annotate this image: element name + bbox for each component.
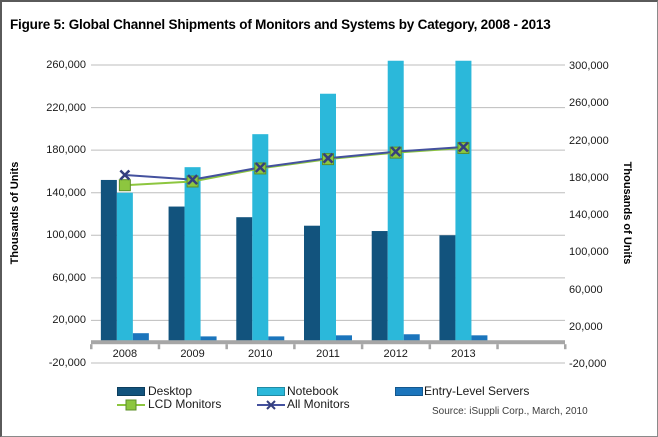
legend-label-entry-level-servers: Entry-Level Servers — [424, 384, 530, 398]
legend-label-all-monitors: All Monitors — [287, 397, 350, 411]
x-axis-tick — [293, 344, 296, 350]
category-label-2010: 2010 — [248, 348, 273, 360]
bar-notebook-2010 — [252, 134, 269, 342]
lcd-square-marker-icon — [125, 399, 137, 411]
right-axis-tick-label: 20,000 — [569, 320, 603, 333]
right-axis-tick-label: 140,000 — [569, 209, 609, 221]
x-axis-tick — [428, 344, 432, 350]
x-axis-tick — [496, 344, 499, 350]
bar-notebook-2013 — [455, 60, 472, 342]
marker-lcd-monitors-2009 — [186, 175, 199, 188]
bar-desktop-2012 — [371, 231, 388, 342]
right-axis-tick-label: 180,000 — [569, 171, 609, 184]
legend-swatch-desktop — [117, 387, 145, 396]
category-label-2011: 2011 — [316, 348, 340, 360]
legend-swatch-entry-level-servers — [395, 387, 423, 396]
line-lcd-monitors — [124, 146, 464, 187]
right-axis-tick-label: 100,000 — [569, 246, 609, 259]
left-axis-tick-label: 60,000 — [52, 271, 86, 284]
marker-all-monitors-2010 — [254, 162, 266, 173]
bar-notebook-2011 — [320, 93, 336, 342]
left-axis-tick-label: 100,000 — [46, 229, 86, 242]
x-axis-tick — [157, 344, 161, 350]
x-axis-tick — [360, 344, 364, 350]
chart-title: Figure 5: Global Channel Shipments of Mo… — [10, 17, 551, 32]
line-all-monitors — [124, 146, 464, 181]
x-axis-tick — [225, 344, 228, 350]
right-axis-title: Thousands of Units — [621, 161, 633, 265]
bar-notebook-2009 — [184, 167, 201, 342]
marker-all-monitors-2013 — [458, 141, 469, 153]
legend-label-lcd-monitors: LCD Monitors — [148, 397, 222, 411]
bar-entry-level-servers-2013 — [471, 335, 488, 342]
category-label-2008: 2008 — [112, 348, 138, 360]
category-label-2012: 2012 — [383, 348, 408, 360]
x-axis-tick — [90, 344, 93, 350]
legend-line-lcd-monitors — [117, 398, 145, 411]
category-label-2009: 2009 — [180, 348, 205, 360]
x-axis-tick — [564, 344, 567, 350]
legend-line-all-monitors — [257, 398, 285, 410]
category-label-2013: 2013 — [451, 348, 476, 360]
source-note: Source: iSuppli Corp., March, 2010 — [432, 406, 588, 417]
marker-all-monitors-2008 — [119, 169, 131, 181]
bar-entry-level-servers-2010 — [268, 336, 285, 342]
marker-all-monitors-2011 — [322, 152, 334, 164]
bar-entry-level-servers-2009 — [200, 336, 217, 342]
bar-entry-level-servers-2008 — [132, 333, 149, 342]
marker-all-monitors-2012 — [390, 146, 402, 158]
bar-desktop-2010 — [236, 217, 253, 342]
left-axis-tick-label: 140,000 — [46, 186, 86, 199]
right-axis-tick-label: 220,000 — [569, 134, 609, 147]
bar-notebook-2012 — [387, 60, 404, 342]
bar-entry-level-servers-2011 — [336, 335, 352, 342]
x-axis-baseline — [91, 340, 565, 345]
right-axis-tick-label: 300,000 — [569, 60, 609, 72]
left-axis-tick-label: 260,000 — [46, 59, 86, 71]
bar-entry-level-servers-2012 — [403, 334, 420, 342]
bar-desktop-2013 — [439, 235, 456, 342]
legend-swatch-notebook — [257, 387, 285, 396]
right-axis-tick-label: 60,000 — [569, 283, 603, 296]
left-axis-tick-label: -20,000 — [48, 357, 86, 369]
right-axis-tick-label: -20,000 — [569, 358, 607, 370]
marker-all-monitors-2009 — [187, 174, 198, 185]
legend-label-desktop: Desktop — [148, 384, 193, 398]
bar-notebook-2008 — [116, 192, 133, 342]
right-axis-tick-label: 260,000 — [569, 97, 609, 110]
bar-desktop-2009 — [168, 206, 185, 342]
left-axis-title: Thousands of Units — [9, 161, 21, 265]
bar-desktop-2011 — [304, 225, 320, 342]
marker-lcd-monitors-2008 — [118, 179, 131, 192]
left-axis-tick-label: 220,000 — [46, 101, 86, 114]
left-axis-tick-label: 180,000 — [46, 144, 86, 157]
legend-label-notebook: Notebook — [287, 384, 339, 398]
bar-desktop-2008 — [100, 179, 117, 342]
left-axis-tick-label: 20,000 — [52, 314, 86, 327]
